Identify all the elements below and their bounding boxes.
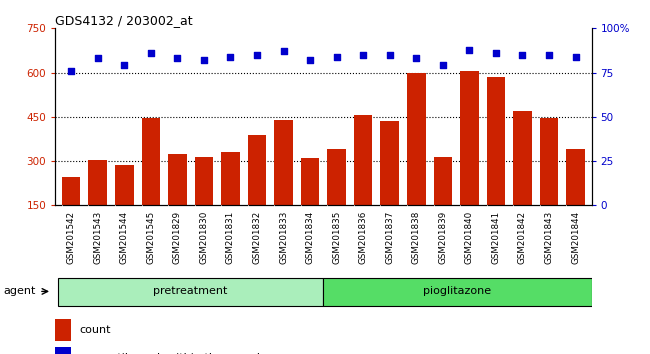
Text: GSM201838: GSM201838 bbox=[412, 211, 421, 264]
Text: GSM201832: GSM201832 bbox=[252, 211, 261, 264]
Text: GSM201830: GSM201830 bbox=[200, 211, 209, 264]
Point bbox=[199, 57, 209, 63]
Bar bbox=[88, 160, 107, 250]
Point bbox=[66, 68, 77, 74]
Bar bbox=[248, 135, 266, 250]
Point bbox=[119, 63, 129, 68]
Text: GSM201839: GSM201839 bbox=[438, 211, 447, 264]
Bar bbox=[407, 73, 426, 250]
Text: GSM201842: GSM201842 bbox=[518, 211, 527, 264]
Text: GSM201844: GSM201844 bbox=[571, 211, 580, 264]
Point bbox=[464, 47, 474, 52]
Bar bbox=[62, 177, 81, 250]
Bar bbox=[55, 347, 72, 354]
Bar bbox=[55, 319, 72, 341]
Text: pioglitazone: pioglitazone bbox=[423, 286, 491, 296]
Text: GSM201831: GSM201831 bbox=[226, 211, 235, 264]
Text: pretreatment: pretreatment bbox=[153, 286, 228, 296]
Text: GSM201542: GSM201542 bbox=[67, 211, 75, 264]
Bar bbox=[434, 156, 452, 250]
Text: GSM201829: GSM201829 bbox=[173, 211, 182, 264]
Bar bbox=[115, 166, 133, 250]
Point bbox=[278, 48, 289, 54]
Point bbox=[517, 52, 528, 58]
Point bbox=[544, 52, 554, 58]
Point bbox=[437, 63, 448, 68]
Text: GSM201544: GSM201544 bbox=[120, 211, 129, 264]
Point bbox=[92, 56, 103, 61]
Bar bbox=[380, 121, 399, 250]
Point bbox=[491, 50, 501, 56]
Bar bbox=[142, 118, 160, 250]
Point bbox=[385, 52, 395, 58]
Bar bbox=[354, 115, 372, 250]
Text: GSM201840: GSM201840 bbox=[465, 211, 474, 264]
Text: GSM201543: GSM201543 bbox=[93, 211, 102, 264]
Bar bbox=[328, 149, 346, 250]
Bar bbox=[274, 120, 293, 250]
Point bbox=[252, 52, 262, 58]
Text: GSM201836: GSM201836 bbox=[359, 211, 368, 264]
Text: agent: agent bbox=[3, 286, 36, 296]
Bar bbox=[566, 149, 585, 250]
Bar bbox=[324, 278, 592, 307]
Bar bbox=[221, 152, 240, 250]
Point bbox=[358, 52, 369, 58]
Text: GDS4132 / 203002_at: GDS4132 / 203002_at bbox=[55, 14, 193, 27]
Text: GSM201833: GSM201833 bbox=[279, 211, 288, 264]
Point bbox=[305, 57, 315, 63]
Point bbox=[332, 54, 342, 59]
Point bbox=[146, 50, 156, 56]
Bar bbox=[168, 154, 187, 250]
Point bbox=[172, 56, 183, 61]
Text: count: count bbox=[79, 325, 111, 335]
Bar bbox=[58, 278, 324, 307]
Text: percentile rank within the sample: percentile rank within the sample bbox=[79, 353, 267, 354]
Text: GSM201834: GSM201834 bbox=[306, 211, 315, 264]
Point bbox=[570, 54, 580, 59]
Text: GSM201841: GSM201841 bbox=[491, 211, 500, 264]
Bar bbox=[301, 158, 319, 250]
Point bbox=[226, 54, 236, 59]
Bar bbox=[194, 156, 213, 250]
Text: GSM201837: GSM201837 bbox=[385, 211, 395, 264]
Text: GSM201835: GSM201835 bbox=[332, 211, 341, 264]
Text: GSM201545: GSM201545 bbox=[146, 211, 155, 264]
Bar bbox=[514, 111, 532, 250]
Bar bbox=[460, 71, 478, 250]
Bar bbox=[487, 77, 505, 250]
Point bbox=[411, 56, 421, 61]
Bar bbox=[540, 118, 558, 250]
Text: GSM201843: GSM201843 bbox=[545, 211, 554, 264]
